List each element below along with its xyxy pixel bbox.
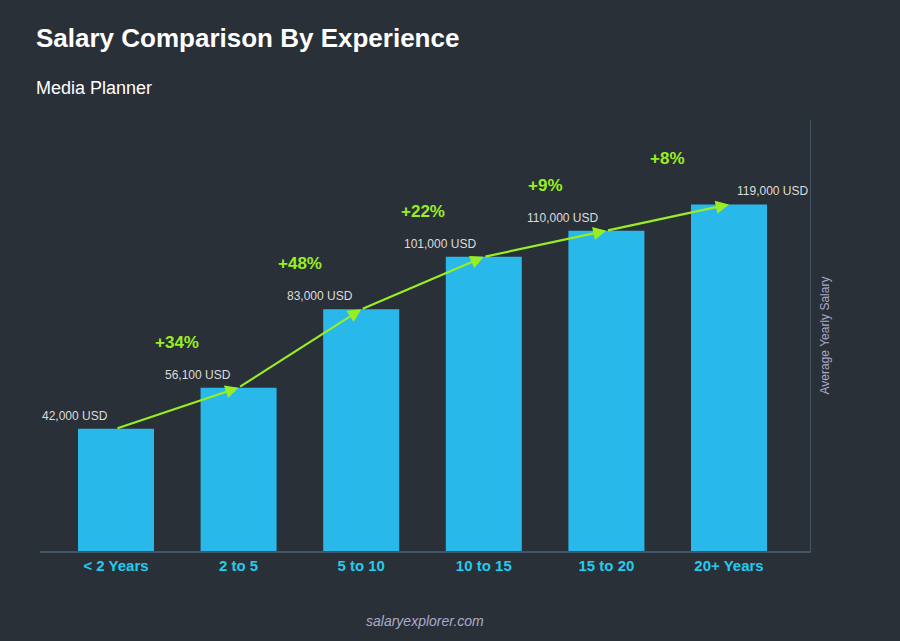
svg-text:83,000 USD: 83,000 USD bbox=[287, 289, 353, 303]
svg-text:56,100 USD: 56,100 USD bbox=[165, 368, 231, 382]
svg-text:2 to 5: 2 to 5 bbox=[219, 557, 258, 574]
svg-text:20+ Years: 20+ Years bbox=[694, 557, 763, 574]
svg-text:salaryexplorer.com: salaryexplorer.com bbox=[366, 613, 484, 629]
svg-text:Average Yearly Salary: Average Yearly Salary bbox=[818, 277, 832, 395]
svg-text:< 2 Years: < 2 Years bbox=[83, 557, 148, 574]
svg-text:15 to 20: 15 to 20 bbox=[578, 557, 634, 574]
svg-text:+48%: +48% bbox=[278, 254, 322, 273]
svg-text:+22%: +22% bbox=[401, 202, 445, 221]
svg-text:119,000 USD: 119,000 USD bbox=[737, 184, 808, 198]
svg-text:101,000 USD: 101,000 USD bbox=[404, 237, 476, 251]
svg-text:+9%: +9% bbox=[528, 176, 563, 195]
svg-text:10 to 15: 10 to 15 bbox=[456, 557, 512, 574]
svg-text:5 to 10: 5 to 10 bbox=[337, 557, 385, 574]
svg-text:+34%: +34% bbox=[155, 333, 199, 352]
svg-text:Media Planner: Media Planner bbox=[36, 78, 152, 98]
svg-text:Salary Comparison By Experienc: Salary Comparison By Experience bbox=[36, 23, 459, 53]
svg-text:110,000 USD: 110,000 USD bbox=[527, 211, 598, 225]
svg-text:+8%: +8% bbox=[650, 149, 685, 168]
svg-text:42,000 USD: 42,000 USD bbox=[42, 409, 108, 423]
